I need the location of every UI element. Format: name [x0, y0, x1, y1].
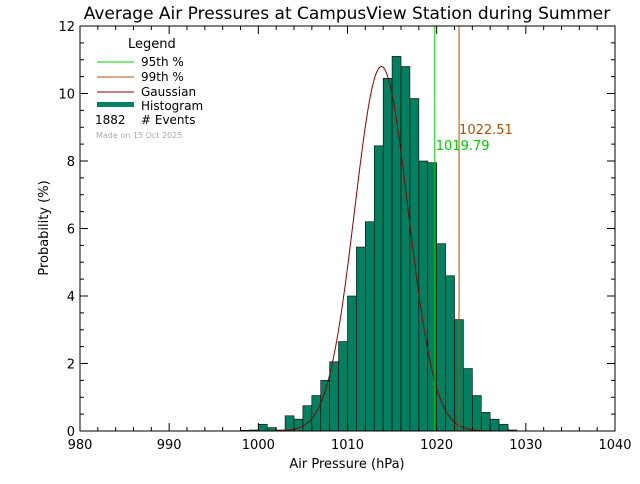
y-tick-label: 2: [67, 358, 75, 373]
y-tick-label: 8: [67, 155, 75, 170]
histogram-bar: [382, 78, 393, 432]
x-tick-label: 990: [157, 438, 182, 453]
legend-title: Legend: [128, 37, 176, 52]
histogram-bars: [240, 56, 518, 432]
histogram-bar: [436, 243, 446, 432]
y-tick-label: 10: [58, 88, 75, 103]
x-axis: 980 990 1000 1010 1020 1030 1040: [68, 26, 632, 453]
histogram-bar: [480, 412, 491, 432]
histogram-bar: [356, 246, 366, 432]
y-tick-label: 0: [67, 425, 75, 440]
histogram-bar: [391, 56, 402, 432]
histogram-bar: [373, 145, 384, 432]
histogram-bar: [258, 423, 268, 432]
legend: Legend 95th % 99th % Gaussian Histogram …: [95, 37, 203, 140]
histogram-bar: [409, 98, 420, 432]
histogram-bar: [427, 162, 437, 432]
histogram-bar: [365, 221, 375, 432]
histogram-bar: [320, 380, 330, 432]
histogram-bar: [498, 423, 509, 432]
histogram-bar: [284, 415, 295, 432]
histogram-bar: [302, 405, 313, 432]
histogram-bar: [311, 395, 322, 432]
histogram-bar: [489, 418, 500, 432]
legend-events-count: 1882: [95, 113, 126, 127]
chart-title: Average Air Pressures at CampusView Stat…: [84, 4, 611, 24]
legend-histogram-swatch: [97, 102, 134, 107]
y-axis-label: Probability (%): [37, 180, 52, 275]
y-tick-label: 4: [67, 290, 75, 305]
histogram-bar: [418, 160, 429, 432]
made-on-note: Made on 15 Oct 2025: [96, 131, 182, 140]
histogram-bar: [347, 295, 357, 432]
legend-events-label: # Events: [141, 113, 196, 127]
gaussian-curve: [258, 65, 508, 432]
y-tick-label: 12: [58, 20, 75, 35]
histogram-bar: [463, 368, 473, 432]
histogram-bar: [445, 275, 455, 432]
histogram-bar: [472, 395, 482, 432]
x-tick-label: 1010: [331, 438, 364, 453]
histogram-bar: [400, 66, 411, 432]
percentile-95-label: 1019.79: [436, 139, 490, 154]
x-tick-label: 1040: [598, 438, 631, 453]
x-tick-label: 1030: [509, 438, 542, 453]
x-tick-label: 1020: [420, 438, 453, 453]
x-tick-label: 980: [68, 438, 93, 453]
legend-histogram-label: Histogram: [141, 99, 203, 113]
x-tick-label: 1000: [242, 438, 275, 453]
legend-95-label: 95th %: [141, 55, 184, 69]
y-tick-label: 6: [67, 223, 75, 238]
percentile-99-label: 1022.51: [459, 123, 513, 138]
legend-99-label: 99th %: [141, 70, 184, 84]
x-axis-label: Air Pressure (hPa): [289, 457, 404, 472]
histogram-bar: [338, 341, 348, 432]
histogram-bar: [329, 361, 339, 432]
y-axis: 0 2 4 6 8 10 12: [58, 20, 615, 440]
legend-gaussian-label: Gaussian: [141, 85, 196, 99]
